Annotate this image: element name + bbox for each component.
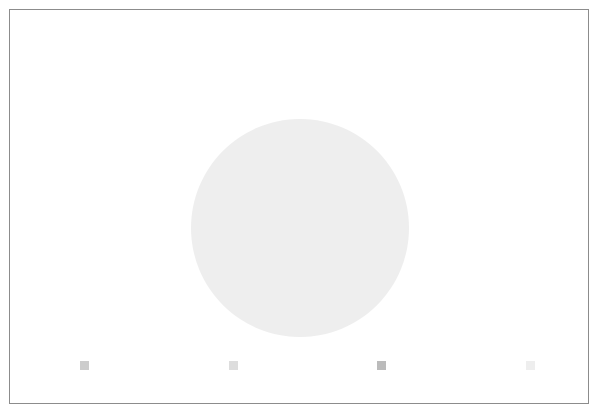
legend-item-1	[80, 355, 94, 375]
legend-item-2	[228, 355, 243, 375]
legend-swatch-4	[525, 360, 535, 370]
legend-swatch-2	[228, 360, 238, 370]
chart-frame	[9, 9, 589, 404]
pie-placeholder	[191, 119, 409, 337]
legend-swatch-1	[80, 360, 89, 370]
legend-item-4	[525, 355, 540, 375]
legend-swatch-3	[377, 360, 387, 370]
legend-item-3	[377, 355, 391, 375]
chart-legend	[80, 355, 540, 375]
pie-chart	[191, 119, 409, 337]
